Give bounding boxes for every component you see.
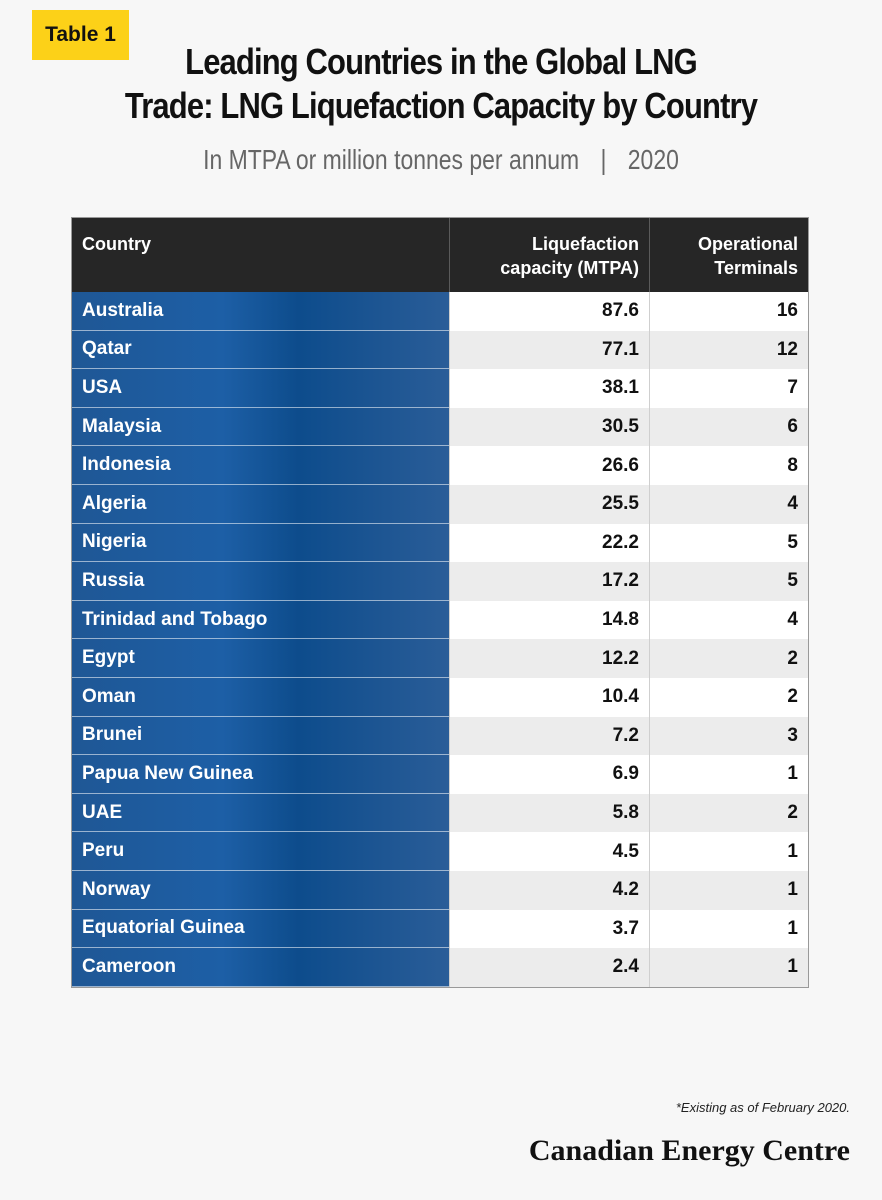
cell-terminals: 1	[649, 832, 808, 871]
cell-capacity: 10.4	[449, 677, 649, 717]
table-row: Malaysia 30.5 6	[72, 407, 808, 447]
table-header: Country Liquefaction capacity (MTPA) Ope…	[72, 218, 808, 292]
cell-terminals: 4	[649, 484, 808, 524]
header-terminals-line-2: Terminals	[714, 258, 798, 278]
table-row: Trinidad and Tobago 14.8 4	[72, 600, 808, 640]
cell-country: Norway	[72, 871, 449, 910]
table-row: Indonesia 26.6 8	[72, 446, 808, 485]
cell-capacity: 6.9	[449, 755, 649, 794]
table-row: Equatorial Guinea 3.7 1	[72, 909, 808, 949]
cell-capacity: 77.1	[449, 330, 649, 370]
table-body: Australia 87.6 16 Qatar 77.1 12 USA 38.1 7 Malays…	[72, 292, 808, 987]
cell-capacity: 25.5	[449, 484, 649, 524]
cell-terminals: 2	[649, 793, 808, 833]
cell-terminals: 2	[649, 639, 808, 678]
cell-terminals: 1	[649, 948, 808, 987]
title-line-1: Leading Countries in the Global LNG	[185, 41, 698, 82]
cell-country: Cameroon	[72, 948, 449, 987]
cell-country: Peru	[72, 832, 449, 871]
header-country: Country	[82, 234, 151, 254]
cell-capacity: 87.6	[449, 292, 649, 331]
cell-terminals: 2	[649, 677, 808, 717]
cell-country: Trinidad and Tobago	[72, 601, 449, 640]
header-capacity: Liquefaction capacity (MTPA)	[449, 218, 649, 292]
subtitle-year: 2020	[627, 144, 679, 175]
table-row: USA 38.1 7	[72, 369, 808, 408]
cell-country: Oman	[72, 678, 449, 717]
cell-capacity: 17.2	[449, 562, 649, 601]
cell-capacity: 14.8	[449, 600, 649, 640]
cell-terminals: 8	[649, 446, 808, 485]
cell-country: USA	[72, 369, 449, 408]
cell-capacity: 12.2	[449, 639, 649, 678]
cell-country: Australia	[72, 292, 449, 331]
header-terminals: Operational Terminals	[649, 218, 808, 292]
cell-terminals: 6	[649, 407, 808, 447]
cell-country: Nigeria	[72, 524, 449, 563]
header-capacity-line-2: capacity (MTPA)	[500, 258, 639, 278]
cell-terminals: 5	[649, 523, 808, 563]
cell-terminals: 4	[649, 600, 808, 640]
cell-country: Papua New Guinea	[72, 755, 449, 794]
table-row: Nigeria 22.2 5	[72, 523, 808, 563]
brand-logo-text: Canadian Energy Centre	[528, 1134, 850, 1167]
country-column-background	[72, 292, 449, 987]
table-row: Cameroon 2.4 1	[72, 948, 808, 987]
cell-terminals: 1	[649, 909, 808, 949]
page-title: Leading Countries in the Global LNG Trad…	[62, 40, 821, 128]
cell-capacity: 5.8	[449, 793, 649, 833]
footnote: *Existing as of February 2020.	[675, 1100, 850, 1115]
cell-country: Equatorial Guinea	[72, 910, 449, 949]
cell-capacity: 26.6	[449, 446, 649, 485]
header-capacity-line-1: Liquefaction	[532, 234, 639, 254]
title-line-2: Trade: LNG Liquefaction Capacity by Coun…	[124, 85, 758, 126]
cell-country: Algeria	[72, 485, 449, 524]
subtitle-separator: |	[600, 144, 607, 175]
table-row: Qatar 77.1 12	[72, 330, 808, 370]
cell-country: UAE	[72, 794, 449, 833]
cell-terminals: 3	[649, 716, 808, 756]
cell-terminals: 1	[649, 870, 808, 910]
table-row: Peru 4.5 1	[72, 832, 808, 871]
cell-capacity: 3.7	[449, 909, 649, 949]
subtitle-units: In MTPA or million tonnes per annum	[203, 144, 580, 175]
cell-country: Malaysia	[72, 408, 449, 447]
cell-capacity: 2.4	[449, 948, 649, 987]
cell-country: Egypt	[72, 639, 449, 678]
cell-country: Russia	[72, 562, 449, 601]
header-terminals-line-1: Operational	[697, 234, 798, 254]
cell-terminals: 5	[649, 562, 808, 601]
cell-capacity: 4.2	[449, 870, 649, 910]
table-row: UAE 5.8 2	[72, 793, 808, 833]
cell-country: Indonesia	[72, 446, 449, 485]
cell-capacity: 22.2	[449, 523, 649, 563]
cell-terminals: 7	[649, 369, 808, 408]
cell-terminals: 1	[649, 755, 808, 794]
table-row: Algeria 25.5 4	[72, 484, 808, 524]
table-row: Australia 87.6 16	[72, 292, 808, 331]
table-row: Russia 17.2 5	[72, 562, 808, 601]
table-rows: Australia 87.6 16 Qatar 77.1 12 USA 38.1 7 Malays…	[72, 292, 808, 987]
table-row: Norway 4.2 1	[72, 870, 808, 910]
data-table: Country Liquefaction capacity (MTPA) Ope…	[71, 217, 809, 988]
table-number-badge: Table 1	[32, 10, 129, 60]
cell-country: Qatar	[72, 331, 449, 370]
table-row: Brunei 7.2 3	[72, 716, 808, 756]
table-row: Oman 10.4 2	[72, 677, 808, 717]
cell-country: Brunei	[72, 717, 449, 756]
cell-capacity: 30.5	[449, 407, 649, 447]
cell-capacity: 7.2	[449, 716, 649, 756]
cell-terminals: 12	[649, 330, 808, 370]
cell-capacity: 4.5	[449, 832, 649, 871]
table-row: Egypt 12.2 2	[72, 639, 808, 678]
subtitle: In MTPA or million tonnes per annum | 2020	[79, 144, 802, 176]
cell-terminals: 16	[649, 292, 808, 331]
table-row: Papua New Guinea 6.9 1	[72, 755, 808, 794]
cell-capacity: 38.1	[449, 369, 649, 408]
